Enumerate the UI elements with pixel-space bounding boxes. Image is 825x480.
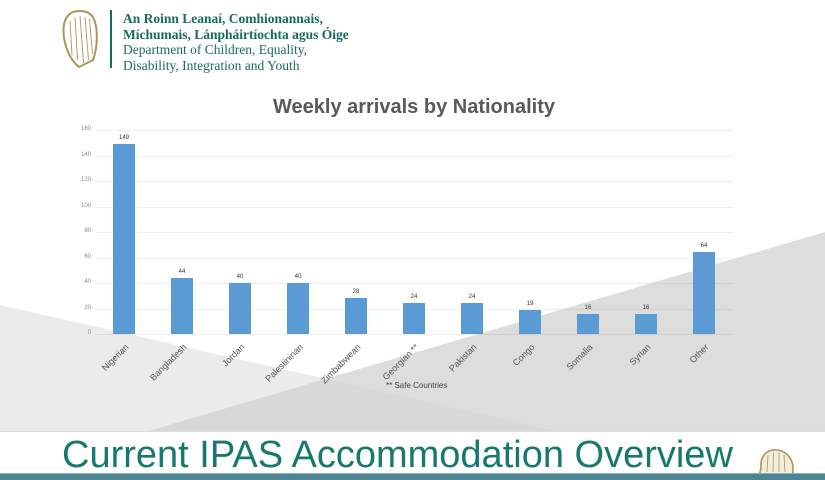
department-irish-line1: An Roinn Leanaí, Comhionannais, — [123, 11, 323, 26]
chart-title: Weekly arrivals by Nationality — [273, 96, 555, 118]
y-tick-label: 20 — [84, 304, 91, 311]
bar-value-label: 40 — [294, 274, 302, 280]
y-tick-label: 80 — [84, 228, 91, 234]
bar-value-label: 149 — [118, 135, 129, 142]
bar-value-label: 16 — [642, 304, 650, 311]
harp-logo-icon — [62, 9, 98, 69]
y-gridline — [95, 334, 733, 335]
y-tick-label: 100 — [80, 202, 91, 209]
bar — [113, 144, 135, 334]
y-gridline — [95, 130, 733, 131]
y-gridline — [95, 181, 733, 182]
y-tick-label: 140 — [80, 151, 91, 158]
bar-value-label: 24 — [468, 294, 476, 301]
bar — [635, 313, 657, 334]
y-gridline — [95, 257, 733, 259]
footer-divider-line — [0, 431, 825, 432]
bar-value-label: 64 — [700, 243, 708, 250]
bar — [519, 309, 541, 334]
footer-harp-icon — [758, 449, 794, 476]
y-gridline — [95, 206, 733, 208]
y-tick-label: 40 — [84, 279, 91, 285]
y-tick-label: 120 — [80, 177, 91, 183]
header-divider — [110, 10, 112, 68]
bar — [693, 252, 715, 334]
y-tick-label: 160 — [80, 126, 91, 132]
department-english-line2: Disability, Integration and Youth — [123, 57, 300, 73]
y-tick-label: 60 — [84, 253, 91, 260]
footer-title: Current IPAS Accommodation Overview — [62, 434, 733, 476]
plot-area: 0 20 40 60 80 100 120 140 160 149 Nigerian 44 Bangla… — [81, 126, 733, 386]
y-gridline — [95, 283, 733, 284]
chart-footnote: ** Safe Countries — [386, 381, 448, 390]
bar-value-label: 44 — [178, 268, 186, 275]
y-gridline — [95, 155, 733, 157]
bar-value-label: 16 — [584, 304, 592, 311]
y-gridline — [95, 232, 733, 233]
department-name: An Roinn Leanaí, Comhionannais, Míchumai… — [123, 11, 349, 73]
bar — [403, 303, 425, 334]
bar-value-label: 19 — [526, 300, 534, 307]
bar — [229, 283, 251, 334]
bar — [577, 313, 599, 334]
bar-value-label: 24 — [410, 294, 418, 301]
department-irish-line2: Míchumais, Lánpháirtíochta agus Óige — [123, 26, 349, 42]
bar — [345, 298, 367, 334]
bar-value-label: 40 — [236, 274, 244, 280]
header: An Roinn Leanaí, Comhionannais, Míchumai… — [0, 0, 825, 90]
bar — [461, 303, 483, 334]
y-tick-label: 0 — [87, 330, 91, 336]
bar — [171, 277, 193, 334]
bar — [287, 283, 309, 334]
department-english-line1: Department of Children, Equality, — [123, 42, 307, 57]
bottom-accent-bar — [0, 473, 825, 480]
bar-value-label: 28 — [352, 289, 360, 296]
